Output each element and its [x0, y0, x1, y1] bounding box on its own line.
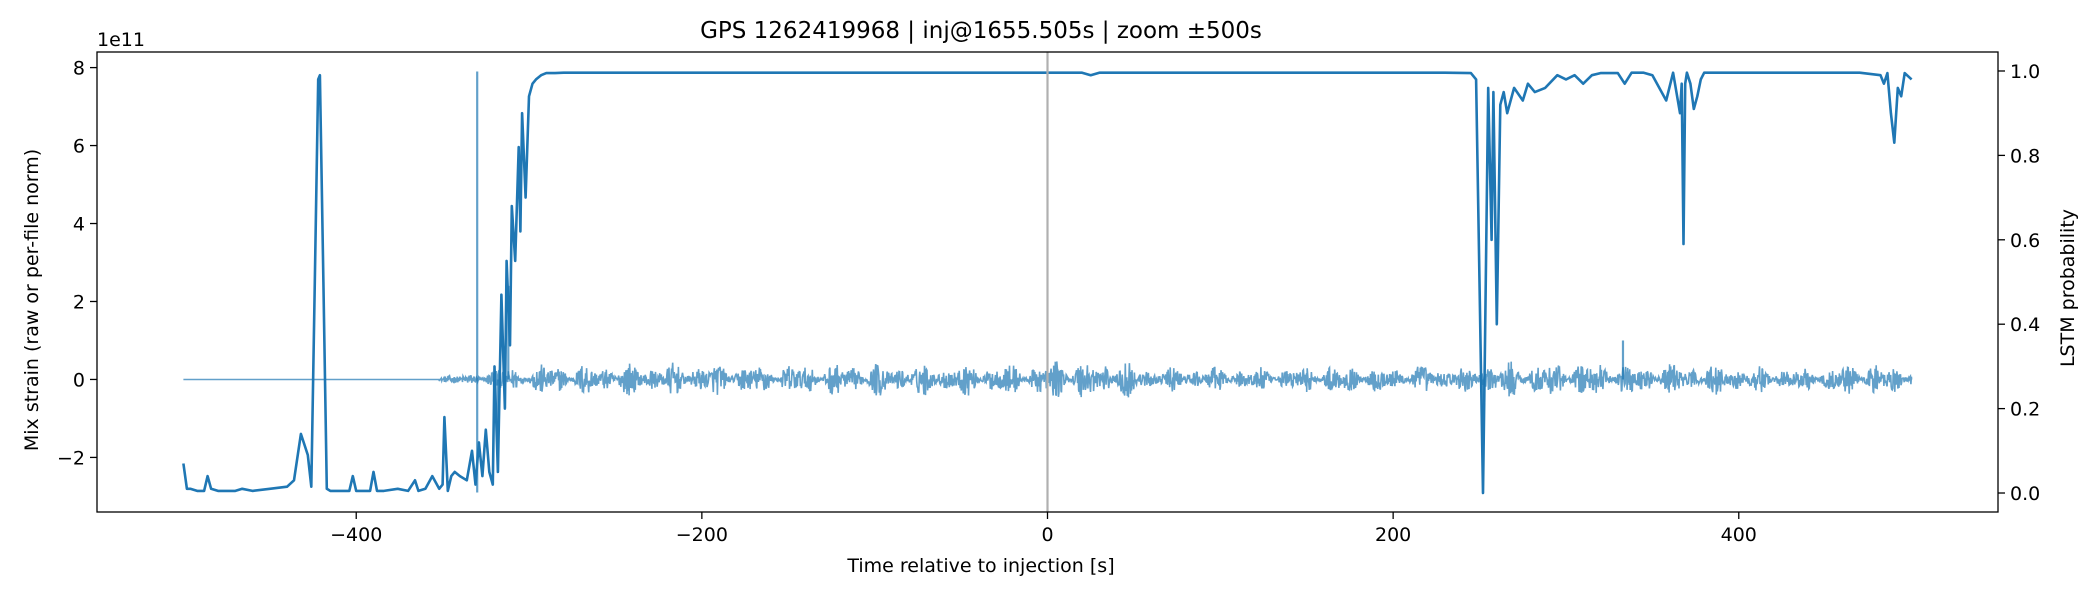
- plot-series: [182, 52, 1913, 512]
- y-right-tick-label-0: 0.0: [2010, 483, 2040, 505]
- x-tick-label-2: 0: [1041, 524, 1053, 546]
- y-axis-label-right: LSTM probability: [2057, 209, 2079, 367]
- y-left-tick-label-4: 6: [73, 136, 85, 158]
- y-right-tick-label-2: 0.4: [2010, 314, 2040, 336]
- x-axis-label: Time relative to injection [s]: [846, 555, 1114, 577]
- y-right-tick-label-5: 1.0: [2010, 61, 2040, 83]
- y-axis-offset-text: 1e11: [97, 29, 145, 51]
- y-right-tick-label-4: 0.8: [2010, 145, 2040, 167]
- y-right-tick-label-3: 0.6: [2010, 230, 2040, 252]
- y-left-tick-label-2: 2: [73, 291, 85, 313]
- chart-title: GPS 1262419968 | inj@1655.505s | zoom ±5…: [700, 18, 1262, 44]
- x-tick-label-3: 200: [1375, 524, 1411, 546]
- x-tick-label-1: −200: [676, 524, 728, 546]
- y-left-tick-label-3: 4: [73, 214, 85, 236]
- x-tick-label-0: −400: [330, 524, 382, 546]
- plot-area: [182, 52, 1913, 512]
- y-left-tick-label-1: 0: [73, 369, 85, 391]
- axes: −400 −200 0 200 400 −2 0 2 4 6 8 0.0 0.2 0.4 0.6 0.8 1.0: [57, 51, 2040, 546]
- probability-series-line: [182, 71, 1913, 495]
- y-left-tick-label-5: 8: [73, 58, 85, 80]
- y-axis-label-left: Mix strain (raw or per-file norm): [21, 149, 43, 451]
- y-right-tick-label-1: 0.2: [2010, 399, 2040, 421]
- y-left-tick-label-0: −2: [57, 447, 85, 469]
- x-tick-label-4: 400: [1721, 524, 1757, 546]
